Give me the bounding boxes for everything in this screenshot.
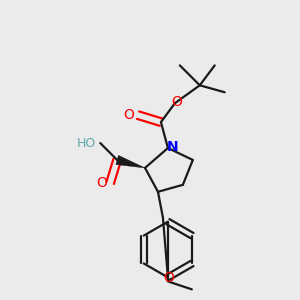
Text: O: O	[171, 95, 182, 109]
Polygon shape	[116, 155, 145, 168]
Text: HO: HO	[77, 136, 96, 149]
Text: O: O	[164, 271, 174, 285]
Text: N: N	[167, 140, 178, 154]
Text: O: O	[124, 108, 134, 122]
Text: O: O	[96, 176, 107, 190]
